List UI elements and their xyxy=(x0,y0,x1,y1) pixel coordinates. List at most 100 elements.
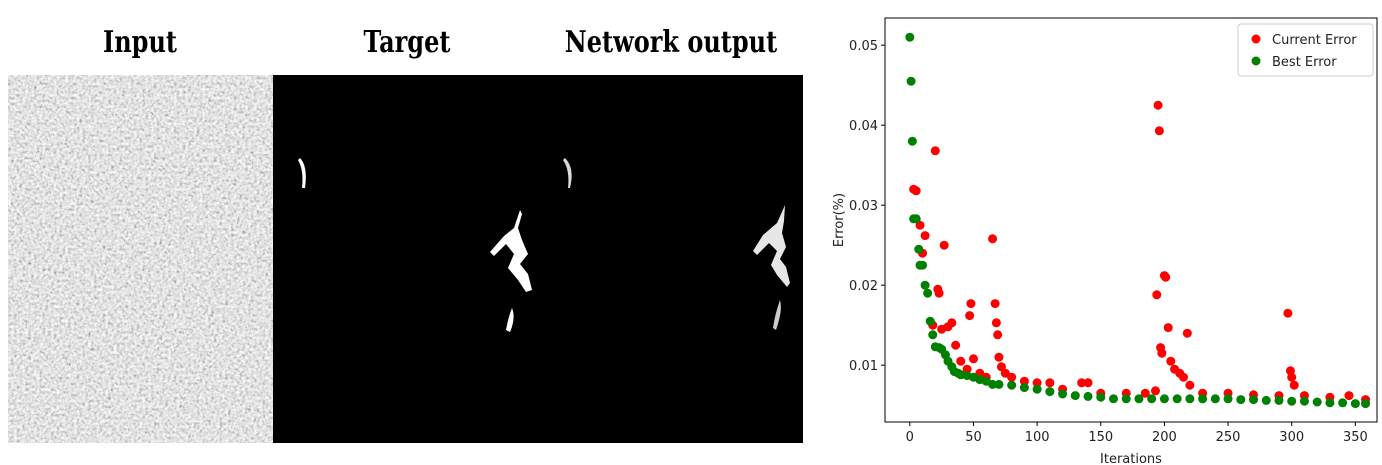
point xyxy=(931,146,940,155)
point xyxy=(1161,273,1170,282)
y-tick-label: 0.04 xyxy=(849,119,878,134)
point xyxy=(1007,381,1016,390)
x-tick-label: 350 xyxy=(1343,430,1368,445)
point xyxy=(912,214,921,223)
point xyxy=(1185,381,1194,390)
point xyxy=(1249,395,1258,404)
x-tick-label: 150 xyxy=(1088,430,1113,445)
point xyxy=(1338,398,1347,407)
point xyxy=(1224,394,1233,403)
input-image xyxy=(8,75,273,443)
point xyxy=(951,341,960,350)
point xyxy=(1325,398,1334,407)
point xyxy=(918,261,927,270)
point xyxy=(1058,390,1067,399)
point xyxy=(912,186,921,195)
point xyxy=(921,231,930,240)
point xyxy=(1166,357,1175,366)
point xyxy=(1283,309,1292,318)
x-tick-label: 100 xyxy=(1025,430,1050,445)
point xyxy=(905,33,914,42)
point xyxy=(994,353,1003,362)
point xyxy=(956,357,965,366)
panel-title: Network output xyxy=(565,24,778,59)
point xyxy=(1198,394,1207,403)
point xyxy=(935,289,944,298)
y-axis-label: Error(%) xyxy=(832,193,847,247)
point xyxy=(969,354,978,363)
target-output-image xyxy=(273,75,803,443)
point xyxy=(928,330,937,339)
point xyxy=(926,317,935,326)
point xyxy=(965,311,974,320)
scatter-chart: 0.01 0.02 0.03 0.04 0.05 0 50 100 150 200 250 300 35… xyxy=(832,18,1377,465)
point xyxy=(908,137,917,146)
point xyxy=(1160,394,1169,403)
point xyxy=(1164,323,1173,332)
x-tick-label: 250 xyxy=(1216,430,1241,445)
point xyxy=(1185,394,1194,403)
y-tick-label: 0.03 xyxy=(849,199,878,214)
legend-marker xyxy=(1252,35,1261,44)
point xyxy=(1007,373,1016,382)
point xyxy=(923,289,932,298)
point xyxy=(1109,394,1118,403)
point xyxy=(1313,398,1322,407)
x-tick-label: 200 xyxy=(1152,430,1177,445)
point xyxy=(991,299,1000,308)
y-tick-label: 0.01 xyxy=(849,359,878,374)
point xyxy=(921,281,930,290)
panel-title: Input xyxy=(103,24,177,59)
point xyxy=(1096,393,1105,402)
point xyxy=(1351,399,1360,408)
point xyxy=(1211,394,1220,403)
legend-label: Best Error xyxy=(1272,55,1337,70)
x-tick-label: 50 xyxy=(965,430,982,445)
point xyxy=(1173,394,1182,403)
point xyxy=(1155,126,1164,135)
point xyxy=(1045,378,1054,387)
point xyxy=(907,77,916,86)
point xyxy=(1045,387,1054,396)
x-tick-label: 300 xyxy=(1279,430,1304,445)
point xyxy=(988,234,997,243)
point xyxy=(1147,394,1156,403)
x-axis-label: Iterations xyxy=(1100,452,1162,465)
point xyxy=(1262,396,1271,405)
point xyxy=(1122,394,1131,403)
y-tick-label: 0.02 xyxy=(849,279,878,294)
y-tick-label: 0.05 xyxy=(849,39,878,54)
legend-marker xyxy=(1252,57,1261,66)
point xyxy=(1344,391,1353,400)
point xyxy=(1183,329,1192,338)
point xyxy=(1033,385,1042,394)
point xyxy=(1274,396,1283,405)
point xyxy=(914,245,923,254)
point xyxy=(966,299,975,308)
panel-title: Target xyxy=(364,24,451,59)
point xyxy=(1157,349,1166,358)
point xyxy=(1084,392,1093,401)
point xyxy=(1134,394,1143,403)
point xyxy=(1287,373,1296,382)
image-panel: Input Target Network output xyxy=(8,10,803,443)
point xyxy=(1287,397,1296,406)
point xyxy=(1154,101,1163,110)
point xyxy=(940,241,949,250)
point xyxy=(1020,383,1029,392)
point xyxy=(1236,395,1245,404)
point xyxy=(1290,381,1299,390)
x-tick-label: 0 xyxy=(906,430,914,445)
point xyxy=(1179,373,1188,382)
point xyxy=(1071,391,1080,400)
point xyxy=(947,318,956,327)
point xyxy=(1361,399,1370,408)
page: Input Target Network output 0.01 0.02 0.03… xyxy=(0,0,1382,465)
point xyxy=(1152,290,1161,299)
point xyxy=(994,380,1003,389)
point xyxy=(993,330,1002,339)
point xyxy=(1300,397,1309,406)
figure: Input Target Network output 0.01 0.02 0.03… xyxy=(0,0,1382,465)
point xyxy=(1084,378,1093,387)
legend-label: Current Error xyxy=(1272,33,1357,48)
